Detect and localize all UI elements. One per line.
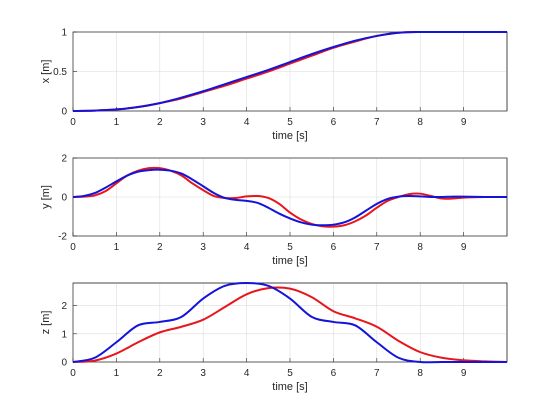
x-tick-label: 5 xyxy=(287,117,293,128)
x-tick-label: 8 xyxy=(417,117,423,128)
x-tick-label: 9 xyxy=(461,242,467,253)
y-tick-label: 0 xyxy=(61,193,67,204)
x-tick-label: 9 xyxy=(461,117,467,128)
x-tick-label: 2 xyxy=(157,117,163,128)
x-tick-label: 6 xyxy=(331,368,337,379)
plot-panel-3: 0 1 2 3 4 5 6 7 8 9 0 1 2 time [s] z [m] xyxy=(40,282,508,393)
x-tick-label: 9 xyxy=(461,368,467,379)
y-tick-label: 2 xyxy=(61,301,67,312)
series-line-blue xyxy=(73,30,507,112)
x-tick-label: 1 xyxy=(114,368,120,379)
x-tick-label: 7 xyxy=(374,117,380,128)
y-tick-label: 1 xyxy=(61,28,67,39)
x-tick-label: 3 xyxy=(200,368,206,379)
x-axis-label: time [s] xyxy=(272,255,307,267)
y-axis-label: z [m] xyxy=(40,311,52,335)
x-tick-label: 0 xyxy=(70,117,76,128)
series-line-blue xyxy=(73,282,507,364)
x-tick-label: 8 xyxy=(417,368,423,379)
x-tick-label: 4 xyxy=(244,242,250,253)
series-line-blue xyxy=(73,168,507,227)
x-axis-label: time [s] xyxy=(272,130,307,142)
x-tick-label: 2 xyxy=(157,368,163,379)
x-tick-label: 1 xyxy=(114,242,120,253)
x-tick-label: 3 xyxy=(200,117,206,128)
y-axis-label: y [m] xyxy=(40,185,52,209)
x-tick-label: 4 xyxy=(244,368,250,379)
x-tick-label: 6 xyxy=(331,242,337,253)
y-tick-label: 2 xyxy=(61,154,67,165)
x-tick-label: 4 xyxy=(244,117,250,128)
x-tick-label: 0 xyxy=(70,242,76,253)
x-tick-label: 5 xyxy=(287,242,293,253)
series-line-red xyxy=(73,166,507,228)
x-tick-label: 7 xyxy=(374,242,380,253)
x-tick-label: 2 xyxy=(157,242,163,253)
y-tick-label: 0 xyxy=(61,107,67,118)
y-tick-label: -2 xyxy=(58,232,67,243)
y-tick-label: 0 xyxy=(61,358,67,369)
x-tick-label: 6 xyxy=(331,117,337,128)
series-line-red xyxy=(73,286,507,363)
x-tick-label: 1 xyxy=(114,117,120,128)
x-tick-label: 0 xyxy=(70,368,76,379)
x-axis-label: time [s] xyxy=(272,381,307,393)
x-tick-label: 7 xyxy=(374,368,380,379)
x-tick-label: 5 xyxy=(287,368,293,379)
y-axis-label: x [m] xyxy=(40,60,52,84)
x-tick-label: 3 xyxy=(200,242,206,253)
y-tick-label: 1 xyxy=(61,329,67,340)
x-tick-label: 8 xyxy=(417,242,423,253)
plot-panel-1: 0 1 2 3 4 5 6 7 8 9 0 0.5 1 time [s] x [m] xyxy=(40,28,508,142)
y-tick-label: 0.5 xyxy=(53,67,67,78)
